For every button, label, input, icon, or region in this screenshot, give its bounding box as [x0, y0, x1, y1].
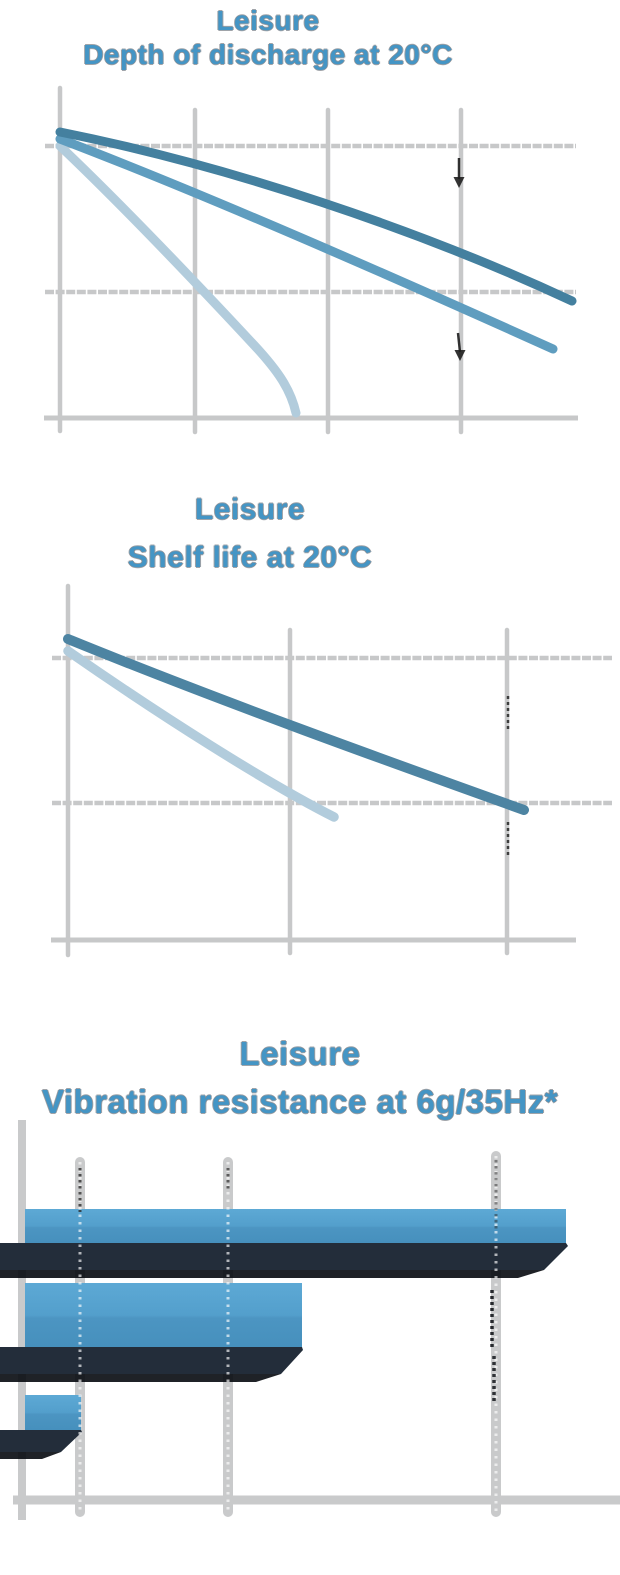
bar-3-extrusion: [0, 1430, 82, 1452]
annotation-arrow-head: [453, 177, 465, 188]
curve-dark: [63, 634, 529, 815]
bar-1: [25, 1209, 566, 1243]
chart3-title-line2: Vibration resistance at 6g/35Hz*: [41, 1083, 559, 1120]
curve-dark: [55, 127, 577, 306]
bar-2: [25, 1283, 302, 1347]
chart2-title-line1: Leisure: [194, 493, 306, 526]
bar-1-extrusion: [0, 1243, 568, 1270]
chart1-title: Leisure Depth of discharge at 20°C: [0, 4, 536, 72]
bar-3-shadow: [0, 1452, 61, 1459]
bar-2-shadow: [0, 1374, 281, 1382]
bar-2-extrusion: [0, 1347, 303, 1374]
bar-3: [25, 1395, 81, 1430]
annotation-arrow-head: [454, 350, 466, 361]
shelf-life-chart: [51, 583, 612, 958]
chart3-title-line1: Leisure: [239, 1035, 361, 1072]
depth-of-discharge-chart: [44, 85, 578, 435]
curve-light: [63, 646, 339, 822]
vibration-resistance-chart: [0, 1120, 620, 1520]
chart1-title-line2: Depth of discharge at 20°C: [83, 39, 453, 70]
chart2-title: Leisure Shelf life at 20°C: [0, 486, 500, 582]
chart1-title-line1: Leisure: [216, 5, 320, 36]
curve-light: [55, 141, 301, 418]
bar-1-shadow: [0, 1270, 544, 1278]
annotation-arrow-stem: [456, 332, 462, 353]
chart2-title-line2: Shelf life at 20°C: [127, 541, 373, 574]
curve-medium: [55, 134, 558, 354]
chart3-title: Leisure Vibration resistance at 6g/35Hz*: [0, 1030, 600, 1126]
